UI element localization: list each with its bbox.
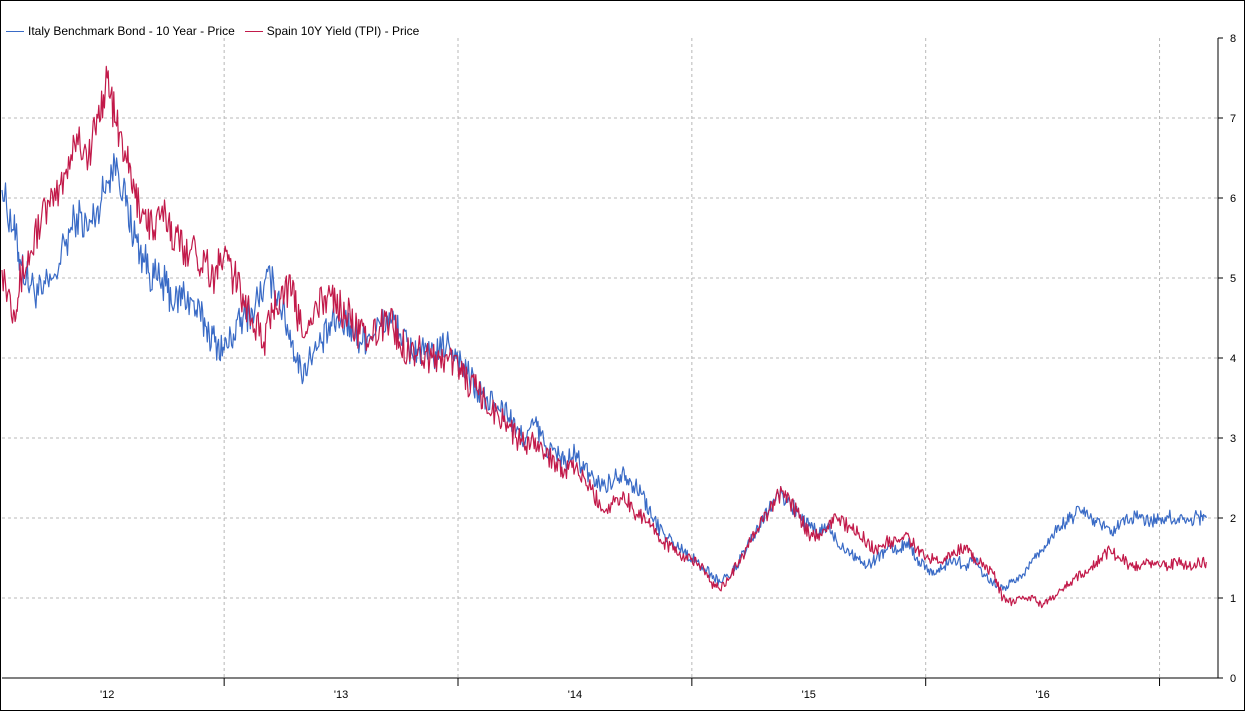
series-line-spain: [1, 65, 1207, 609]
legend-swatch-italy: [6, 30, 24, 32]
series-line-italy: [1, 153, 1207, 592]
y-tick-label: 4: [1230, 353, 1236, 365]
legend-swatch-spain: [244, 30, 263, 32]
x-tick-label: '14: [568, 689, 582, 701]
legend-item-spain[interactable]: Spain 10Y Yield (TPI) - Price: [244, 24, 420, 38]
axes: 0 1 2 3 4 5 6 7 8 '12 '13 '14 '15 '16: [2, 33, 1236, 701]
y-tick-label: 1: [1230, 593, 1236, 605]
y-tick-label: 7: [1230, 113, 1236, 125]
y-tick-label: 3: [1230, 433, 1236, 445]
y-tick-label: 8: [1230, 33, 1236, 45]
series-layer: [1, 65, 1207, 609]
y-tick-label: 0: [1230, 673, 1236, 685]
grid: [2, 38, 1218, 678]
legend-label-spain: Spain 10Y Yield (TPI) - Price: [266, 24, 420, 38]
legend: Italy Benchmark Bond - 10 Year - Price S…: [6, 24, 419, 38]
y-tick-label: 2: [1230, 513, 1236, 525]
x-tick-label: '16: [1035, 689, 1049, 701]
legend-item-italy[interactable]: Italy Benchmark Bond - 10 Year - Price: [6, 24, 235, 38]
x-tick-label: '12: [100, 689, 114, 701]
x-tick-label: '15: [802, 689, 816, 701]
x-tick-label: '13: [334, 689, 348, 701]
legend-label-italy: Italy Benchmark Bond - 10 Year - Price: [28, 24, 235, 38]
y-tick-label: 5: [1230, 273, 1236, 285]
y-tick-label: 6: [1230, 193, 1236, 205]
